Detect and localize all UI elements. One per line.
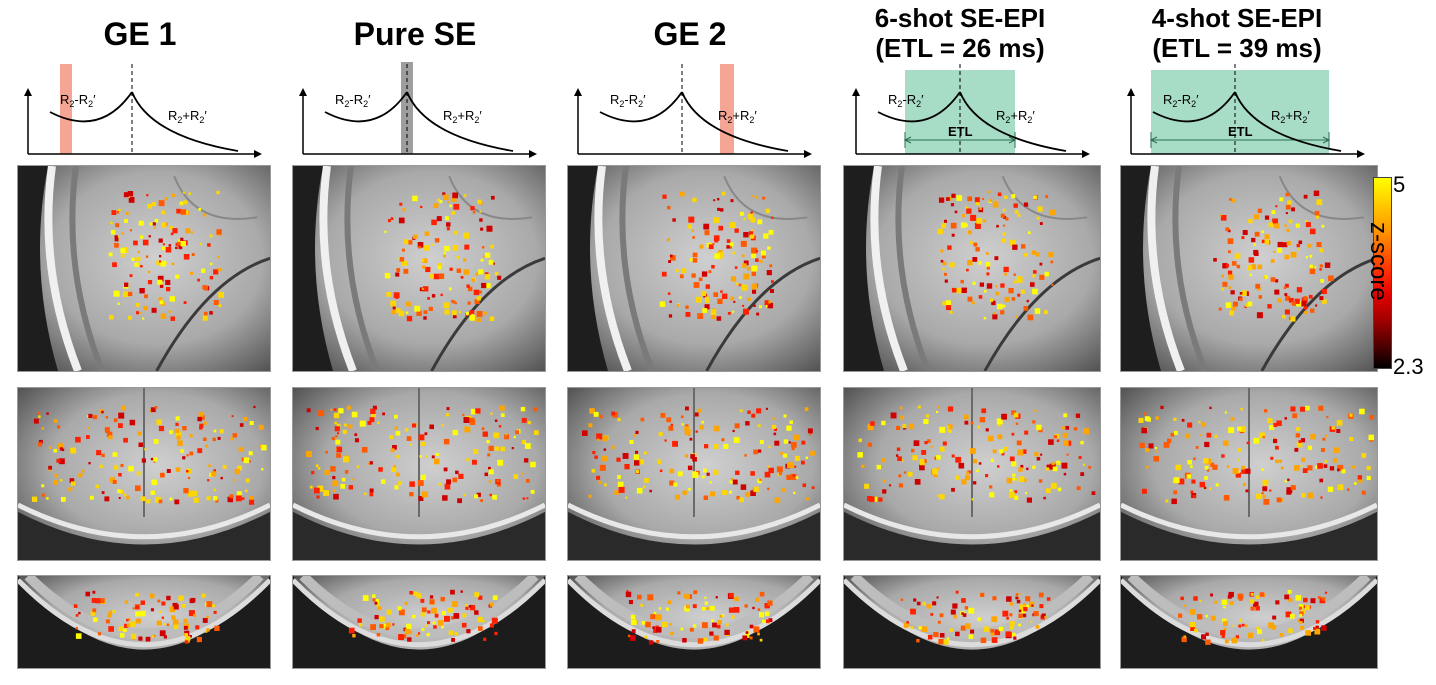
diagram-label-left: R2-R2′ [1163, 92, 1199, 109]
colorbar-axis-label: z-score [1365, 222, 1392, 301]
brain-panel-coronal-col4 [843, 387, 1101, 561]
zscore-colorbar [1373, 177, 1392, 369]
timing-diagram-2: R2-R2′ R2+R2′ [295, 56, 540, 164]
brain-panel-axial-wide-col3 [567, 575, 821, 669]
colorbar-max-label: 5 [1393, 172, 1406, 197]
readout-window-pre [60, 64, 72, 154]
timing-diagram-1: R2-R2′ R2+R2′ [20, 56, 265, 164]
brain-panel-coronal-col5 [1120, 387, 1378, 561]
diagram-label-right: R2+R2′ [443, 108, 482, 125]
column-title-ge2: GE 2 [653, 16, 727, 52]
diagram-label-right: R2+R2′ [168, 108, 207, 125]
column-title-4shot-line2: (ETL = 39 ms) [1152, 32, 1322, 63]
brain-panel-coronal-col3 [567, 387, 821, 561]
diagram-label-left: R2-R2′ [335, 92, 371, 109]
diagram-label-left: R2-R2′ [888, 92, 924, 109]
diagram-label-left: R2-R2′ [60, 92, 96, 109]
column-title-ge1: GE 1 [103, 16, 177, 52]
brain-panel-axial-zoom-col1 [17, 165, 271, 372]
brain-panel-axial-zoom-col3 [567, 165, 821, 372]
column-title-6shot: 6-shot SE-EPI (ETL = 26 ms) [835, 3, 1085, 64]
etl-label: ETL [1228, 124, 1253, 139]
diagram-label-right: R2+R2′ [1271, 108, 1310, 125]
brain-panel-axial-zoom-col2 [292, 165, 546, 372]
brain-panel-axial-wide-col1 [17, 575, 271, 669]
column-title-4shot-line1: 4-shot SE-EPI [1151, 3, 1323, 33]
diagram-label-left: R2-R2′ [610, 92, 646, 109]
brain-panel-axial-zoom-col4 [843, 165, 1101, 372]
diagram-label-right: R2+R2′ [718, 108, 757, 125]
brain-panel-coronal-col1 [17, 387, 271, 561]
brain-panel-axial-wide-col4 [843, 575, 1101, 669]
column-title-4shot: 4-shot SE-EPI (ETL = 39 ms) [1112, 3, 1362, 64]
column-title-6shot-line2: (ETL = 26 ms) [875, 32, 1045, 63]
brain-panel-axial-wide-col5 [1120, 575, 1378, 669]
etl-label: ETL [948, 124, 973, 139]
brain-panel-axial-zoom-col5 [1120, 165, 1378, 372]
brain-panel-axial-wide-col2 [292, 575, 546, 669]
column-title-pure-se: Pure SE [353, 16, 477, 52]
timing-diagram-4: ETL R2-R2′ R2+R2′ [848, 56, 1093, 164]
timing-diagram-3: R2-R2′ R2+R2′ [570, 56, 815, 164]
diagram-label-right: R2+R2′ [996, 108, 1035, 125]
colorbar-min-label: 2.3 [1393, 354, 1424, 379]
column-title-6shot-line1: 6-shot SE-EPI [874, 3, 1046, 33]
timing-diagram-5: ETL R2-R2′ R2+R2′ [1123, 56, 1368, 164]
brain-panel-coronal-col2 [292, 387, 546, 561]
